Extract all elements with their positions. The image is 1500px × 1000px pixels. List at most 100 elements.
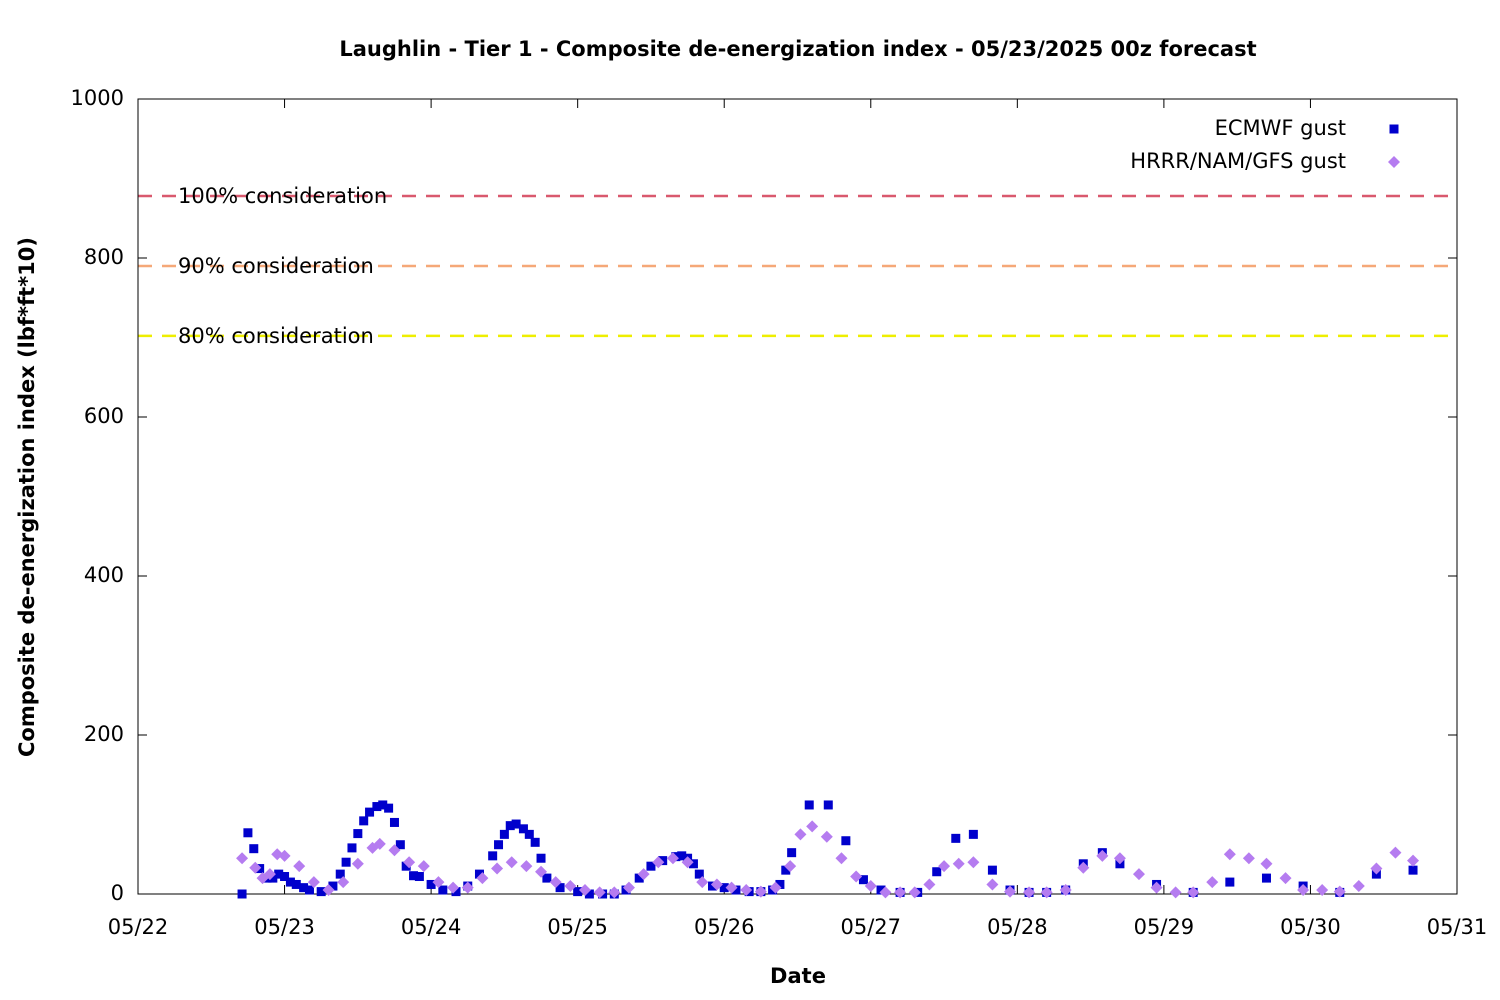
data-point	[505, 856, 518, 869]
x-tick-label: 05/26	[694, 915, 755, 939]
data-point	[249, 861, 262, 874]
data-point	[1004, 885, 1017, 898]
data-point	[652, 856, 665, 869]
data-point	[694, 869, 704, 879]
data-point	[646, 861, 656, 871]
data-point	[864, 880, 877, 893]
data-point	[243, 828, 253, 838]
data-point	[719, 883, 729, 893]
data-point	[280, 872, 290, 882]
data-point	[389, 817, 399, 827]
data-point	[688, 859, 698, 869]
y-tick-label: 0	[111, 881, 124, 905]
data-point	[794, 828, 807, 841]
data-point	[511, 819, 521, 829]
y-tick-label: 600	[84, 404, 124, 428]
data-point	[461, 881, 474, 894]
data-point	[725, 881, 738, 894]
data-point	[494, 840, 504, 850]
data-point	[1370, 862, 1383, 875]
data-point	[754, 885, 767, 898]
data-point	[593, 886, 606, 899]
data-point	[1242, 852, 1255, 865]
data-point	[438, 885, 448, 895]
data-point	[952, 857, 965, 870]
data-point	[1077, 861, 1090, 874]
data-point	[549, 876, 562, 889]
x-tick-label: 05/25	[547, 915, 608, 939]
data-point	[401, 861, 411, 871]
data-point	[1096, 849, 1109, 862]
data-point	[1261, 873, 1271, 883]
data-point	[787, 848, 797, 858]
data-point	[835, 852, 848, 865]
data-point	[938, 860, 951, 873]
data-point	[291, 879, 301, 889]
x-tick-label: 05/28	[987, 915, 1048, 939]
data-point	[278, 849, 291, 862]
data-point	[274, 869, 284, 879]
data-point	[268, 873, 278, 883]
data-point	[850, 870, 863, 883]
data-point	[365, 807, 375, 817]
data-point	[518, 824, 528, 834]
data-point	[347, 843, 357, 853]
data-point	[384, 803, 394, 813]
data-point	[806, 820, 819, 833]
data-point	[740, 884, 753, 897]
data-point	[1150, 881, 1163, 894]
data-point	[1132, 868, 1145, 881]
data-point	[908, 886, 921, 899]
data-point	[564, 880, 577, 893]
data-point	[426, 879, 436, 889]
legend-marker	[1389, 124, 1399, 134]
data-point	[285, 877, 295, 887]
data-point	[447, 881, 460, 894]
data-point	[337, 876, 350, 889]
x-tick-label: 05/22	[108, 915, 169, 939]
x-tick-label: 05/30	[1280, 915, 1341, 939]
data-point	[784, 860, 797, 873]
y-tick-label: 200	[84, 722, 124, 746]
chart-title: Laughlin - Tier 1 - Composite de-energiz…	[339, 37, 1256, 61]
threshold-label: 90% consideration	[178, 254, 374, 278]
data-point	[1407, 854, 1420, 867]
data-point	[1113, 852, 1126, 865]
x-tick-label: 05/31	[1427, 915, 1488, 939]
data-point	[505, 821, 515, 831]
data-point	[876, 885, 886, 895]
data-point	[414, 872, 424, 882]
data-point	[474, 869, 484, 879]
data-point	[1023, 886, 1036, 899]
data-point	[858, 875, 868, 885]
data-point	[986, 878, 999, 891]
legend-label: ECMWF gust	[1215, 116, 1346, 140]
data-point	[681, 856, 694, 869]
data-point	[637, 868, 650, 881]
data-point	[781, 865, 791, 875]
x-tick-label: 05/23	[254, 915, 315, 939]
legend-label: HRRR/NAM/GFS gust	[1130, 149, 1346, 173]
data-point	[578, 884, 591, 897]
data-point	[520, 860, 533, 873]
data-point	[1206, 876, 1219, 889]
data-point	[1223, 848, 1236, 861]
data-point	[353, 829, 363, 839]
data-point	[417, 860, 430, 873]
data-point	[1297, 884, 1310, 897]
data-point	[1333, 885, 1346, 898]
data-point	[307, 876, 320, 889]
data-point	[622, 881, 635, 894]
y-axis-label: Composite de-energization index (lbf*ft*…	[15, 237, 39, 757]
data-point	[710, 878, 723, 891]
data-point	[731, 885, 741, 895]
y-tick-label: 800	[84, 245, 124, 269]
data-point	[1040, 886, 1053, 899]
x-tick-label: 05/24	[401, 915, 462, 939]
data-point	[378, 800, 388, 810]
data-point	[359, 816, 369, 826]
data-point	[535, 865, 548, 878]
data-point	[373, 837, 386, 850]
x-tick-label: 05/27	[841, 915, 902, 939]
data-point	[388, 844, 401, 857]
